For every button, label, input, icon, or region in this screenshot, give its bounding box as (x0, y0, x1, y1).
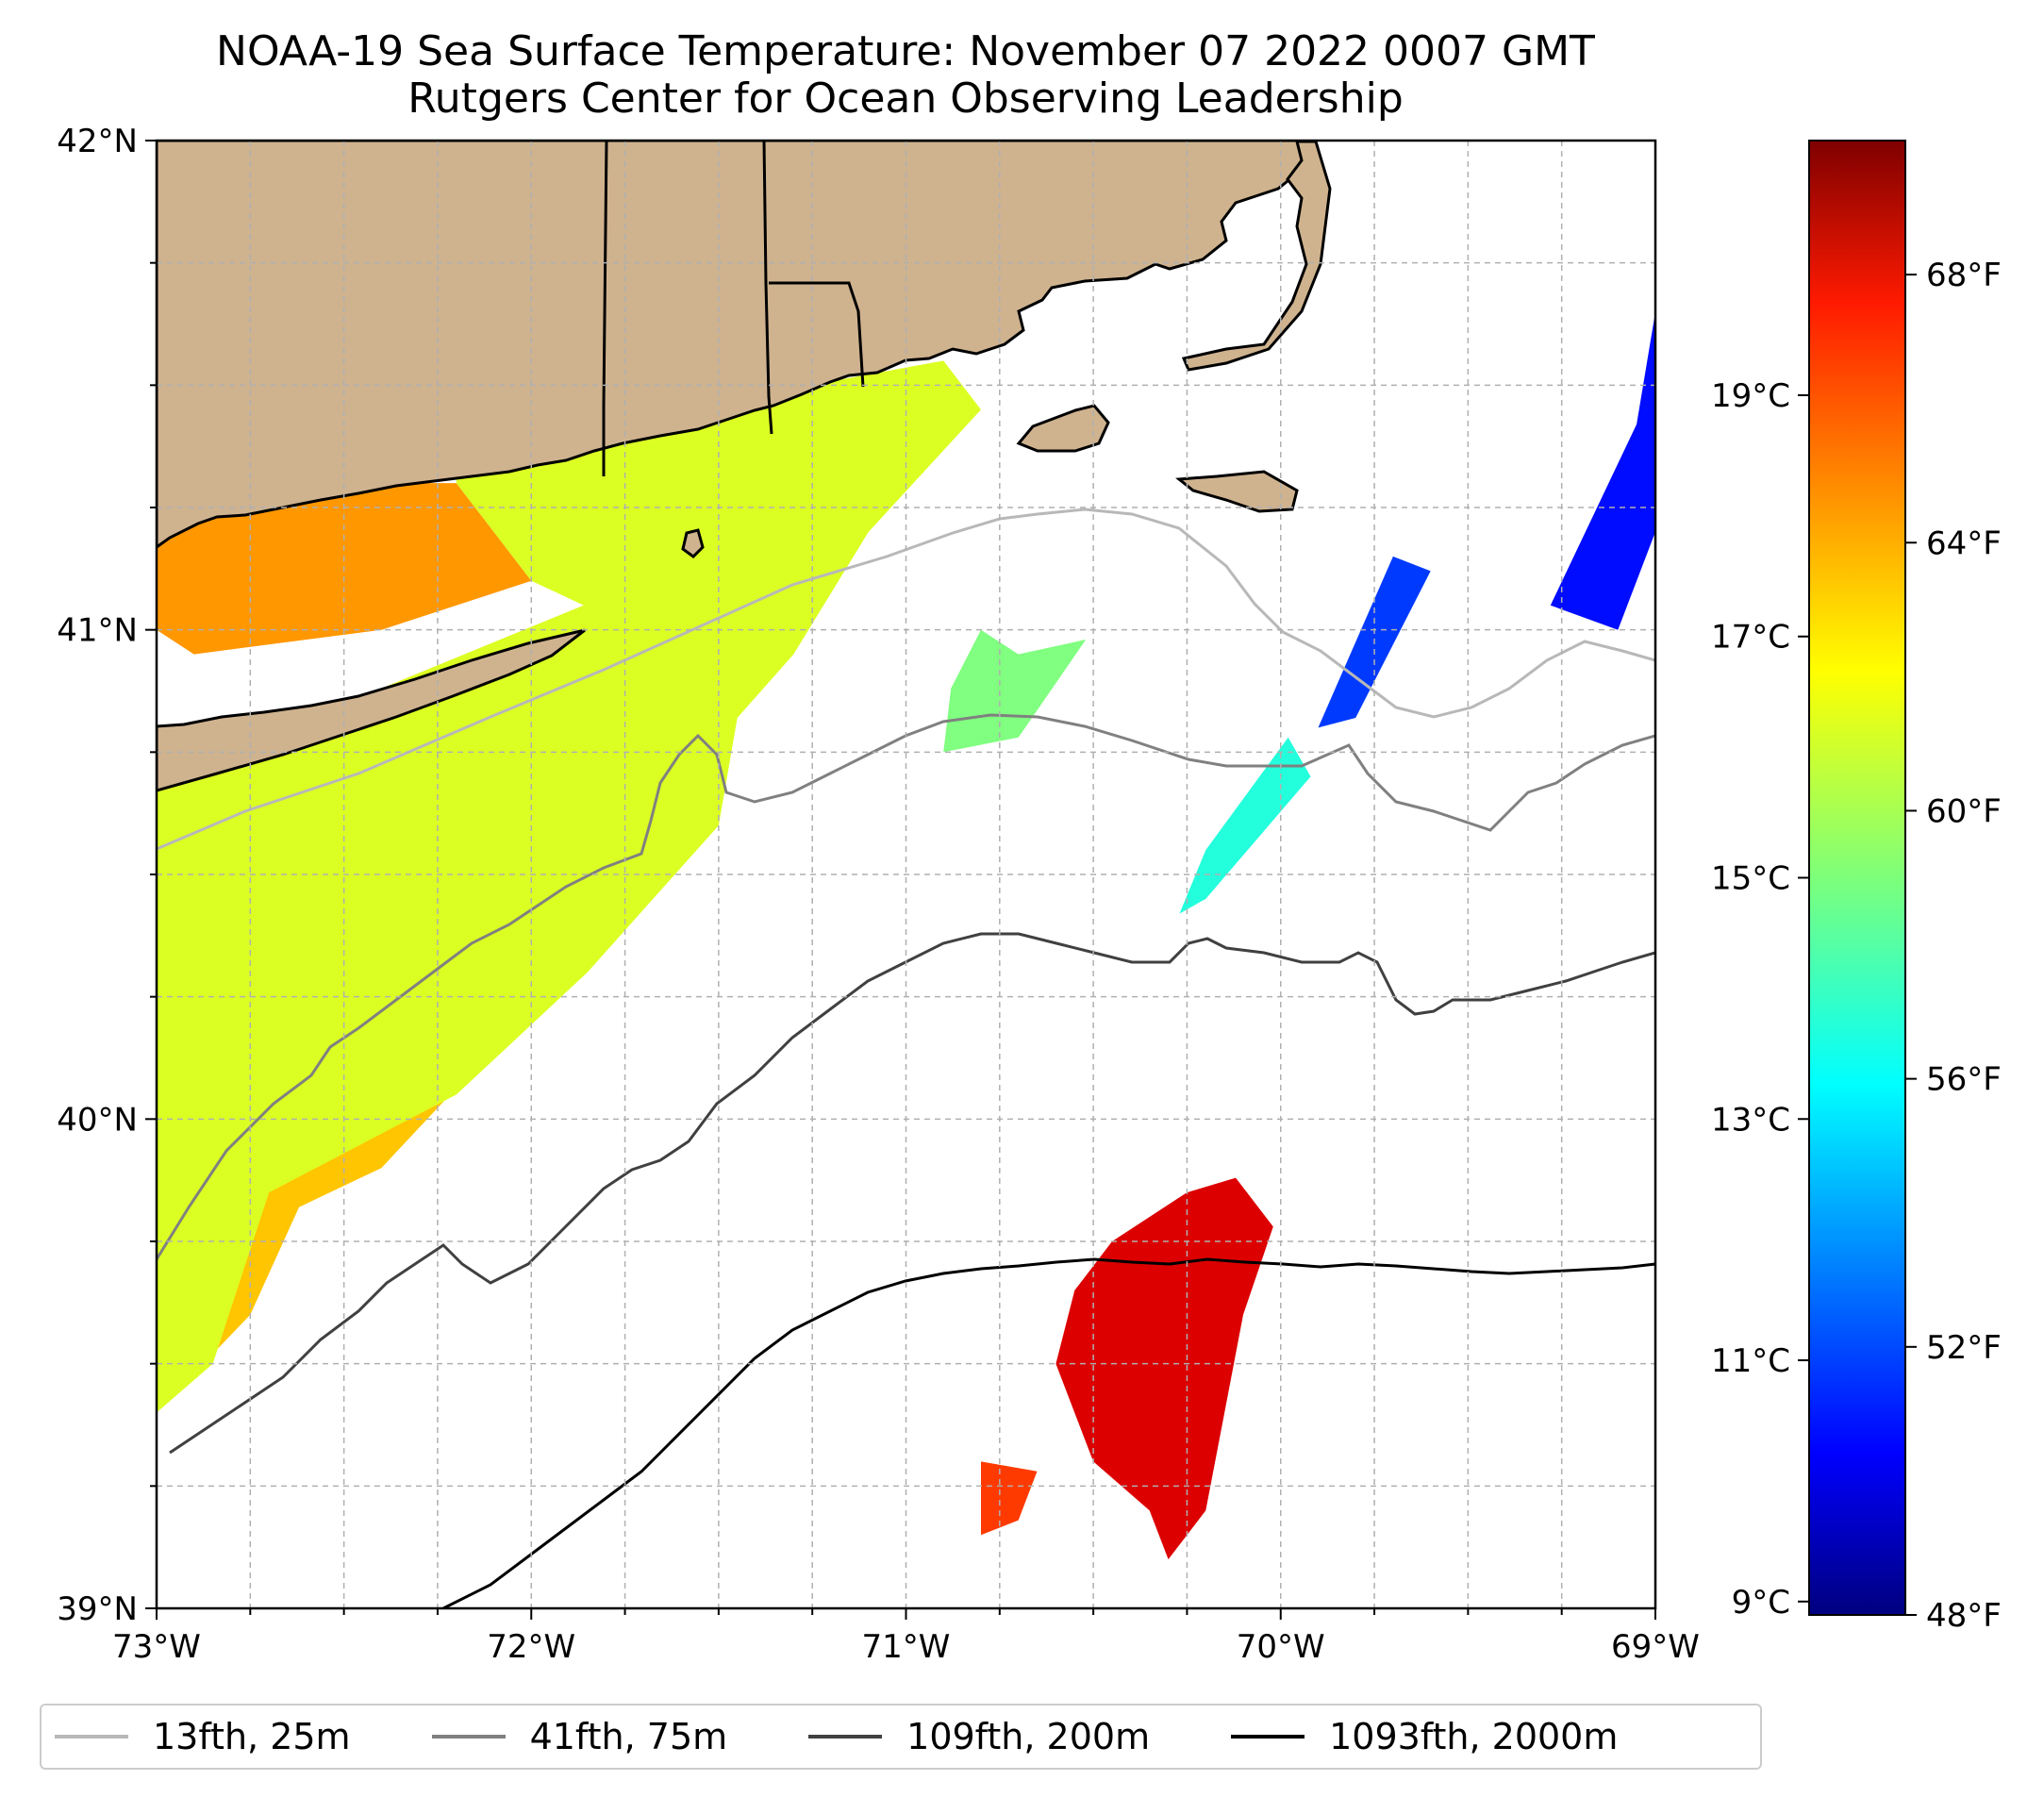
sst-region-cool-filament (1179, 737, 1311, 914)
lon-tick-label: 69°W (1611, 1628, 1700, 1666)
colorbar-fahrenheit-label: 64°F (1926, 524, 2002, 562)
colorbar-celsius-label: 13°C (1711, 1101, 1790, 1139)
legend-label-2000m: 1093fth, 2000m (1329, 1716, 1619, 1757)
legend-item-200m: 109fth, 200m (808, 1716, 1150, 1757)
lat-tick-label: 39°N (57, 1590, 138, 1628)
contour-25m (157, 507, 1655, 851)
lon-tick-label: 71°W (862, 1628, 951, 1666)
chart-title: NOAA-19 Sea Surface Temperature: Novembe… (216, 27, 1595, 75)
longitude-axis: 73°W 72°W 71°W 70°W 69°W (112, 1608, 1700, 1666)
legend: 13fth, 25m 41fth, 75m 109fth, 200m 1093f… (40, 1704, 1762, 1770)
colorbar (1808, 140, 1906, 1616)
gridlines (157, 141, 1655, 1608)
contour-2000m (442, 1257, 1655, 1608)
legend-swatch-25m (55, 1735, 128, 1739)
colorbar-fahrenheit-label: 56°F (1926, 1061, 2002, 1099)
colorbar-celsius-axis: 19°C 17°C 15°C 13°C 11°C 9°C (1711, 377, 1809, 1622)
colorbar-fahrenheit-label: 68°F (1926, 257, 2002, 294)
colorbar-fahrenheit-label: 60°F (1926, 792, 2002, 830)
lat-tick-label: 41°N (57, 612, 138, 650)
colorbar-celsius-label: 11°C (1711, 1342, 1790, 1380)
colorbar-celsius-label: 17°C (1711, 619, 1790, 657)
legend-label-75m: 41fth, 75m (529, 1716, 728, 1757)
border-ct-ri (762, 141, 773, 435)
land-mainland (157, 141, 1313, 549)
sst-region-shelf-patch-green (943, 629, 1087, 753)
colorbar-celsius-label: 19°C (1711, 377, 1790, 415)
state-borders (602, 141, 865, 476)
land-areas (157, 141, 1332, 792)
land-martha-vineyard (1016, 404, 1110, 453)
lon-tick-label: 73°W (112, 1628, 201, 1666)
lon-tick-label: 70°W (1237, 1628, 1325, 1666)
land-cape-cod (1181, 141, 1332, 372)
chart-subtitle: Rutgers Center for Ocean Observing Leade… (407, 75, 1404, 123)
legend-item-75m: 41fth, 75m (431, 1716, 728, 1757)
bathymetry-contours (157, 507, 1655, 1608)
colorbar-fahrenheit-label: 48°F (1926, 1597, 2002, 1635)
legend-item-25m: 13fth, 25m (55, 1716, 351, 1757)
colorbar-fahrenheit-axis: 68°F 64°F 60°F 56°F 52°F 48°F (1905, 257, 2002, 1635)
border-ri-ma (769, 281, 865, 388)
legend-swatch-2000m (1231, 1735, 1305, 1739)
land-nantucket (1175, 470, 1299, 513)
legend-label-200m: 109fth, 200m (906, 1716, 1151, 1757)
border-ny-ct (602, 141, 608, 476)
sst-region-georges-cold-east (1550, 311, 1655, 630)
lon-tick-label: 72°W (487, 1628, 575, 1666)
colorbar-fahrenheit-label: 52°F (1926, 1329, 2002, 1367)
contour-200m (169, 932, 1655, 1455)
contour-75m (157, 713, 1655, 1260)
sst-region-warm-patch-southwest (981, 1461, 1038, 1536)
lat-tick-label: 40°N (57, 1101, 138, 1139)
colorbar-celsius-label: 15°C (1711, 860, 1790, 898)
legend-swatch-200m (808, 1735, 883, 1739)
legend-item-2000m: 1093fth, 2000m (1231, 1716, 1618, 1757)
sst-region-warm-core-ring (1055, 1177, 1273, 1560)
land-long-island (157, 628, 586, 792)
legend-label-25m: 13fth, 25m (153, 1716, 351, 1757)
lat-tick-label: 42°N (57, 123, 138, 160)
colorbar-celsius-label: 9°C (1732, 1584, 1790, 1622)
latitude-axis: 42°N 41°N 40°N 39°N (57, 123, 157, 1628)
land-block-island (681, 528, 705, 558)
legend-swatch-75m (431, 1735, 506, 1739)
